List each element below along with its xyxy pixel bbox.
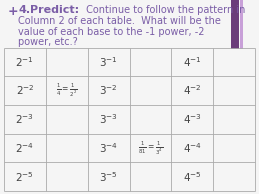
Text: value of each base to the -1 power, -2: value of each base to the -1 power, -2 — [18, 27, 205, 37]
Text: $3^{-1}$: $3^{-1}$ — [99, 55, 118, 69]
Text: $2^{-2}$: $2^{-2}$ — [16, 84, 34, 98]
Text: power, etc.?: power, etc.? — [18, 37, 78, 47]
Text: $4^{-3}$: $4^{-3}$ — [183, 112, 202, 126]
Text: $3^{-2}$: $3^{-2}$ — [99, 84, 118, 98]
Text: +: + — [8, 5, 18, 18]
Text: $\frac{1}{81}=\frac{1}{3^4}$: $\frac{1}{81}=\frac{1}{3^4}$ — [138, 139, 163, 157]
Text: $2^{-3}$: $2^{-3}$ — [15, 112, 34, 126]
Text: $4^{-2}$: $4^{-2}$ — [183, 84, 202, 98]
Bar — [231, 0, 239, 49]
Text: $3^{-4}$: $3^{-4}$ — [99, 141, 118, 155]
Text: $\frac{1}{4}=\frac{1}{2^2}$: $\frac{1}{4}=\frac{1}{2^2}$ — [56, 82, 77, 99]
Text: $4^{-4}$: $4^{-4}$ — [183, 141, 202, 155]
Text: Continue to follow the pattern in: Continue to follow the pattern in — [83, 5, 245, 15]
Text: $2^{-1}$: $2^{-1}$ — [16, 55, 34, 69]
Text: $2^{-4}$: $2^{-4}$ — [15, 141, 34, 155]
Text: $2^{-5}$: $2^{-5}$ — [16, 170, 34, 184]
Text: 4.: 4. — [18, 5, 30, 15]
Text: Column 2 of each table.  What will be the: Column 2 of each table. What will be the — [18, 16, 221, 26]
Text: $3^{-5}$: $3^{-5}$ — [99, 170, 118, 184]
Text: Predict:: Predict: — [30, 5, 79, 15]
Text: $4^{-5}$: $4^{-5}$ — [183, 170, 202, 184]
Bar — [240, 0, 243, 49]
Text: $3^{-3}$: $3^{-3}$ — [99, 112, 118, 126]
Text: $4^{-1}$: $4^{-1}$ — [183, 55, 202, 69]
